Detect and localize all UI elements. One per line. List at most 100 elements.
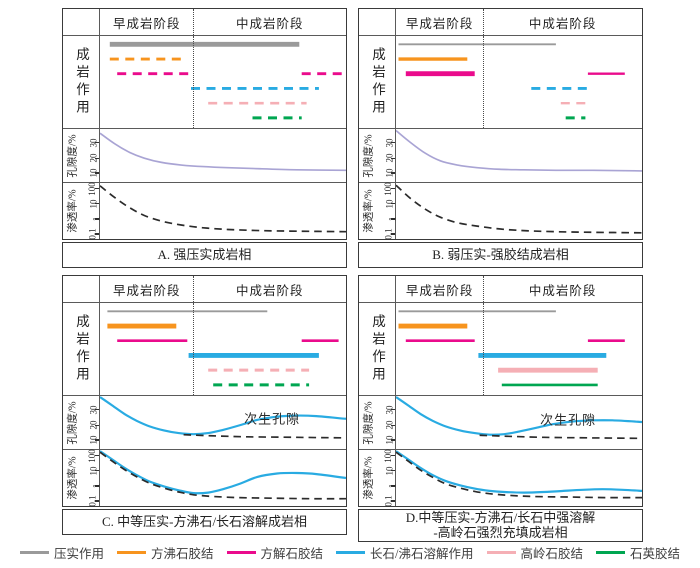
porosity-axis: 孔隙度/% 30 20 10 [63, 396, 100, 450]
legend-swatch [116, 551, 146, 554]
axis-tick-mark [94, 172, 99, 174]
legend-label: 方解石胶结 [260, 547, 324, 561]
axis-tick-label: 30 [88, 138, 99, 148]
stage-middle-label: 中成岩阶段 [528, 16, 597, 31]
bars-cell [396, 303, 642, 396]
bars-cell [100, 303, 346, 396]
permeability-axis: 渗透率/% 100 10 1 0.1 [359, 448, 397, 507]
legend: 压实作用 方沸石胶结 方解石胶结 长石/沸石溶解作用 高岭石胶结 石英胶结 [0, 543, 700, 562]
diagenesis-label: 成岩作用 [359, 303, 396, 396]
porosity-cell: 次生孔隙 [100, 396, 346, 450]
axis-tick-label: 10 [384, 466, 395, 476]
permeability-plot [396, 184, 642, 234]
axis-tick-label: 10 [384, 435, 395, 445]
porosity-plot [100, 132, 346, 172]
axis-tick-label: 20 [384, 420, 395, 430]
axis-tick-mark [94, 470, 99, 472]
axis-tick-mark [390, 424, 395, 426]
stage-divider-dotted-line [483, 276, 485, 302]
porosity-axis-label: 孔隙度/% [67, 400, 79, 445]
porosity-axis: 孔隙度/% 30 20 10 [63, 129, 100, 183]
permeability-axis-label: 渗透率/% [67, 189, 79, 233]
stage-middle-label: 中成岩阶段 [235, 283, 304, 298]
axis-tick-label: 100 [86, 181, 97, 196]
axis-tick-label: 10 [88, 435, 99, 445]
axis-tick-label: 30 [384, 138, 395, 148]
panel-caption: C. 中等压实-方沸石/长石溶解成岩相 [62, 509, 347, 535]
permeability-axis-label: 渗透率/% [67, 456, 79, 500]
axis-tick-mark [94, 455, 99, 457]
legend-swatch [336, 551, 366, 554]
panel-chart: 早成岩阶段 中成岩阶段 成岩作用 孔隙度/% 30 20 10 渗透率/% 100 1… [62, 8, 347, 240]
diagenesis-label: 成岩作用 [63, 303, 100, 396]
axis-tick-label: 20 [88, 153, 99, 163]
axis-tick-mark [390, 203, 395, 205]
axis-tick-label: 10 [88, 466, 99, 476]
porosity-cell [396, 129, 642, 183]
axis-tick-mark [94, 142, 99, 144]
porosity-axis-label: 孔隙度/% [363, 400, 375, 445]
permeability-plot [100, 185, 346, 233]
axis-tick-label: 30 [88, 405, 99, 415]
axis-tick-mark [94, 485, 99, 487]
panel-grid: 早成岩阶段 中成岩阶段 成岩作用 孔隙度/% 30 20 10 渗透率/% 100 1… [62, 8, 644, 543]
legend-item: 石英胶结 [596, 543, 680, 562]
permeability-axis: 渗透率/% 100 10 1 0.1 [63, 449, 101, 507]
axis-tick-mark [94, 439, 99, 441]
axis-tick-mark [390, 157, 395, 159]
panel-chart: 早成岩阶段 中成岩阶段 成岩作用 孔隙度/% 30 20 10 渗透率/% 100 1… [358, 8, 643, 240]
axis-tick-mark [94, 500, 99, 502]
stage-divider-dotted-line [483, 36, 485, 128]
axis-tick-mark [94, 218, 99, 220]
axis-tick-label: 20 [88, 420, 99, 430]
legend-label: 压实作用 [53, 547, 104, 561]
bars-plot [107, 310, 339, 387]
header-corner [359, 276, 396, 303]
axis-tick-mark [390, 188, 395, 190]
panel-A: 早成岩阶段 中成岩阶段 成岩作用 孔隙度/% 30 20 10 渗透率/% 100 1… [62, 8, 347, 268]
axis-tick-mark [390, 233, 395, 235]
porosity-axis-label: 孔隙度/% [363, 133, 375, 178]
porosity-axis: 孔隙度/% 30 20 10 [359, 129, 396, 183]
legend-item: 方沸石胶结 [116, 543, 214, 562]
axis-tick-mark [94, 233, 99, 235]
bars-plot [109, 41, 346, 120]
axis-tick-mark [94, 157, 99, 159]
stage-divider-dotted-line [193, 303, 195, 395]
axis-tick-label: 10 [88, 168, 99, 178]
permeability-axis-label: 渗透率/% [363, 189, 375, 233]
stage-early-label: 早成岩阶段 [112, 16, 181, 31]
panel-B: 早成岩阶段 中成岩阶段 成岩作用 孔隙度/% 30 20 10 渗透率/% 100 1… [358, 8, 643, 268]
axis-tick-label: 10 [88, 199, 99, 209]
permeability-axis: 渗透率/% 100 10 1 0.1 [359, 182, 397, 240]
permeability-plot [100, 450, 346, 500]
panel-caption: B. 弱压实-强胶结成岩相 [358, 242, 643, 268]
panel-D: 早成岩阶段 中成岩阶段 成岩作用 孔隙度/% 30 20 10 次生孔隙 渗透率/%… [358, 275, 643, 543]
header-corner [63, 276, 100, 303]
axis-tick-mark [390, 409, 395, 411]
axis-tick-label: 100 [382, 448, 393, 463]
legend-label: 高岭石胶结 [520, 547, 584, 561]
stage-early-label: 早成岩阶段 [405, 16, 474, 31]
bars-cell [100, 36, 346, 129]
porosity-cell [100, 129, 346, 183]
porosity-cell: 次生孔隙 [396, 396, 642, 450]
permeability-cell [100, 183, 346, 239]
axis-tick-mark [390, 218, 395, 220]
stage-middle-label: 中成岩阶段 [528, 283, 597, 298]
porosity-axis-label: 孔隙度/% [67, 133, 79, 178]
legend-item: 长石/沸石溶解作用 [336, 543, 474, 562]
axis-tick-label: 10 [384, 168, 395, 178]
axis-tick-label: 0.1 [383, 228, 394, 240]
stage-header: 早成岩阶段 中成岩阶段 [100, 9, 346, 36]
legend-label: 石英胶结 [630, 547, 681, 561]
legend-swatch [226, 551, 256, 554]
stage-divider-dotted-line [193, 9, 195, 35]
porosity-plot [396, 396, 642, 440]
stage-divider-dotted-line [483, 303, 485, 395]
legend-swatch [19, 551, 49, 554]
axis-tick-mark [390, 485, 395, 487]
secondary-porosity-label: 次生孔隙 [244, 411, 301, 427]
legend-swatch [486, 551, 516, 554]
axis-tick-mark [390, 455, 395, 457]
